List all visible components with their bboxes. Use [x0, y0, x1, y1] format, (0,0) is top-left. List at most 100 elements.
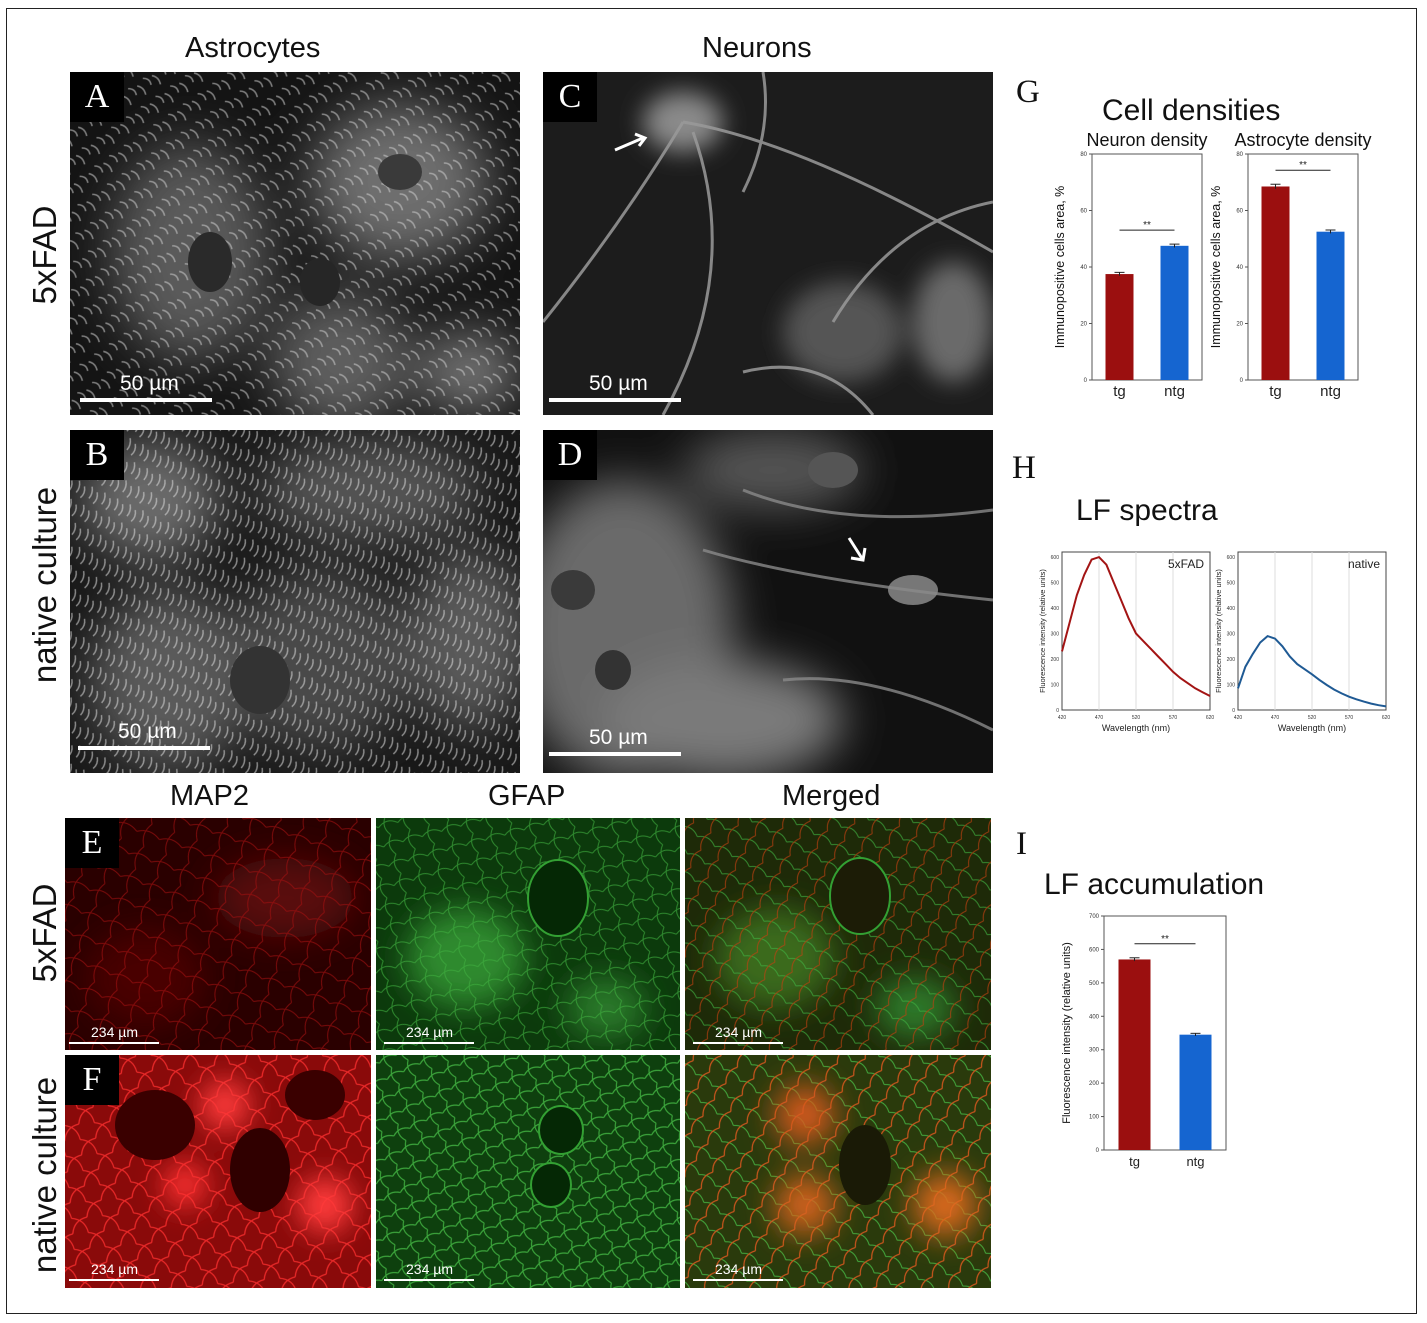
chart-lf-spectrum-native: 420 470 520 570 620 0 100 200 300 400 500 600 native… [1214, 551, 1391, 733]
y-tick-label: 80 [1236, 152, 1243, 158]
micrograph-f-merged-native: 234 µm [685, 1055, 991, 1288]
chart-lf-spectrum-5xfad: 420 470 520 570 620 0 100 200 300 400 500 600 5xFAD W… [1038, 551, 1215, 733]
bar-ntg [1179, 1034, 1212, 1150]
y-tick-label: 0 [1240, 378, 1244, 384]
x-tick-label: ntg [1164, 383, 1185, 400]
scale-bar-e-map2: 234 µm [69, 1024, 159, 1046]
y-tick-label: 400 [1227, 606, 1236, 612]
panel-letter-b: B [70, 430, 124, 480]
y-tick-label: 0 [1232, 708, 1235, 714]
y-tick-label: 0 [1096, 1148, 1100, 1154]
chart-neuron-density: Neuron density 0 20 40 60 80 Immunopositive ce… [1053, 130, 1208, 400]
x-axis-label: Wavelength (nm) [1278, 723, 1346, 733]
y-tick-label: 100 [1089, 1115, 1100, 1121]
scale-bar-e-merged: 234 µm [693, 1024, 783, 1046]
x-tick-label: 520 [1308, 715, 1317, 721]
chart-title: Neuron density [1086, 130, 1207, 150]
chart-title: Astrocyte density [1234, 130, 1371, 150]
panel-title-g: Cell densities [1102, 94, 1281, 127]
y-tick-label: 100 [1051, 683, 1060, 689]
y-tick-label: 0 [1084, 378, 1088, 384]
micrograph-f-gfap-native: 234 µm [376, 1055, 680, 1288]
panel-title-h: LF spectra [1076, 494, 1218, 527]
x-tick-label: tg [1129, 1154, 1140, 1169]
y-tick-label: 200 [1227, 657, 1236, 663]
chart-astrocyte-density: Astrocyte density 0 20 40 60 80 Immunopositive… [1209, 130, 1372, 400]
y-tick-label: 300 [1227, 632, 1236, 638]
y-axis-label: Fluorescence intensity (relative units) [1038, 569, 1047, 693]
micrograph-a-astrocytes-5xfad: A 50 µm [70, 72, 520, 415]
column-label-neurons: Neurons [702, 32, 812, 64]
x-tick-label: 520 [1132, 715, 1141, 721]
x-tick-label: tg [1113, 383, 1126, 400]
panel-letter-c: C [543, 72, 597, 122]
x-tick-label: 620 [1206, 715, 1215, 721]
panel-letter-d: D [543, 430, 597, 480]
scale-bar-d: 50 µm [549, 726, 681, 760]
panel-letter-a: A [70, 72, 124, 122]
panel-title-i: LF accumulation [1044, 868, 1265, 901]
bar-tg [1118, 959, 1151, 1150]
x-tick-label: 620 [1382, 715, 1391, 721]
x-tick-label: 470 [1271, 715, 1280, 721]
row-label-native-bottom: native culture [26, 1076, 63, 1274]
significance-marker: ** [1161, 934, 1169, 945]
column-label-gfap: GFAP [488, 780, 566, 812]
x-tick-label: 570 [1345, 715, 1354, 721]
scale-bar-f-gfap: 234 µm [384, 1261, 474, 1283]
y-tick-label: 100 [1227, 683, 1236, 689]
bar-ntg [1316, 231, 1345, 380]
x-tick-label: 470 [1095, 715, 1104, 721]
micrograph-d-neurons-native: D 50 µm [543, 430, 993, 773]
series-line [1237, 634, 1387, 708]
figure-frame [6, 8, 1417, 1314]
scale-bar-f-map2: 234 µm [69, 1261, 159, 1283]
column-label-astrocytes: Astrocytes [185, 32, 321, 64]
micrograph-c-neurons-5xfad: C 50 µm [543, 72, 993, 415]
row-label-5xfad-top: 5xFAD [26, 205, 63, 305]
y-tick-label: 600 [1051, 555, 1060, 561]
panel-letter-f: F [65, 1055, 119, 1105]
significance-marker: ** [1143, 220, 1151, 231]
y-axis-label: Fluorescence intensity (relative units) [1061, 942, 1073, 1124]
y-tick-label: 500 [1051, 581, 1060, 587]
y-tick-label: 40 [1236, 265, 1243, 271]
y-tick-label: 200 [1051, 657, 1060, 663]
scale-bar-f-merged: 234 µm [693, 1261, 783, 1283]
y-tick-label: 300 [1051, 632, 1060, 638]
row-label-5xfad-bottom: 5xFAD [26, 883, 63, 983]
series-line [1061, 555, 1211, 697]
y-axis-label: Immunopositive cells area, % [1053, 186, 1067, 349]
scale-bar-a: 50 µm [80, 372, 212, 406]
bar-tg [1105, 274, 1134, 380]
bar-tg [1261, 186, 1290, 380]
y-tick-label: 20 [1080, 322, 1087, 328]
y-tick-label: 20 [1236, 322, 1243, 328]
column-label-map2: MAP2 [170, 780, 249, 812]
micrograph-e-map2-5xfad: E 234 µm [65, 818, 371, 1050]
y-tick-label: 700 [1089, 914, 1100, 920]
x-tick-label: tg [1269, 383, 1282, 400]
y-tick-label: 80 [1080, 152, 1087, 158]
panel-letter-e: E [65, 818, 119, 868]
plot-frame [1103, 915, 1227, 1151]
x-axis-label: Wavelength (nm) [1102, 723, 1170, 733]
panel-letter-g: G [1016, 74, 1040, 110]
y-tick-label: 200 [1089, 1081, 1100, 1087]
scale-bar-e-gfap: 234 µm [384, 1024, 474, 1046]
scale-bar-c: 50 µm [549, 372, 681, 406]
panel-letter-h: H [1012, 450, 1036, 486]
y-axis-label: Immunopositive cells area, % [1209, 186, 1223, 349]
x-tick-label: 420 [1234, 715, 1243, 721]
y-tick-label: 400 [1051, 606, 1060, 612]
chart-lf-accumulation: 0 100 200 300 400 500 600 700 Fluorescence inten… [1061, 914, 1227, 1169]
panel-letter-i: I [1016, 826, 1027, 862]
y-tick-label: 400 [1089, 1014, 1100, 1020]
x-tick-label: 420 [1058, 715, 1067, 721]
micrograph-e-merged-5xfad: 234 µm [685, 818, 991, 1050]
x-tick-label: ntg [1186, 1154, 1204, 1169]
y-tick-label: 60 [1080, 209, 1087, 215]
y-tick-label: 500 [1089, 981, 1100, 987]
micrograph-b-astrocytes-native: B 50 µm [70, 430, 520, 773]
x-tick-label: 570 [1169, 715, 1178, 721]
